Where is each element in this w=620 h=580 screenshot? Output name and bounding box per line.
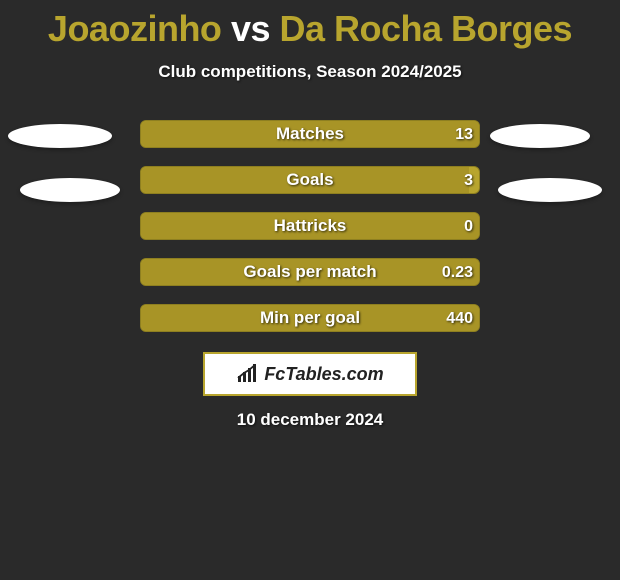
bar-label: Matches (140, 120, 480, 148)
bar-label: Goals per match (140, 258, 480, 286)
title-vs: vs (231, 8, 270, 49)
subtitle: Club competitions, Season 2024/2025 (0, 62, 620, 82)
chart-icon (236, 364, 260, 384)
player-avatar (498, 178, 602, 202)
title-player1: Joaozinho (48, 8, 222, 49)
stat-row: 0.23Goals per match (0, 258, 620, 286)
stat-row: 440Min per goal (0, 304, 620, 332)
stats-area: 13Matches3Goals0Hattricks0.23Goals per m… (0, 120, 620, 332)
title-player2: Da Rocha Borges (280, 8, 573, 49)
badge-text: FcTables.com (264, 364, 383, 385)
page-title: Joaozinho vs Da Rocha Borges (0, 0, 620, 50)
source-badge: FcTables.com (203, 352, 417, 396)
bar-label: Goals (140, 166, 480, 194)
player-avatar (490, 124, 590, 148)
bar-label: Hattricks (140, 212, 480, 240)
stat-row: 0Hattricks (0, 212, 620, 240)
player-avatar (8, 124, 112, 148)
player-avatar (20, 178, 120, 202)
date-text: 10 december 2024 (0, 410, 620, 430)
bar-label: Min per goal (140, 304, 480, 332)
